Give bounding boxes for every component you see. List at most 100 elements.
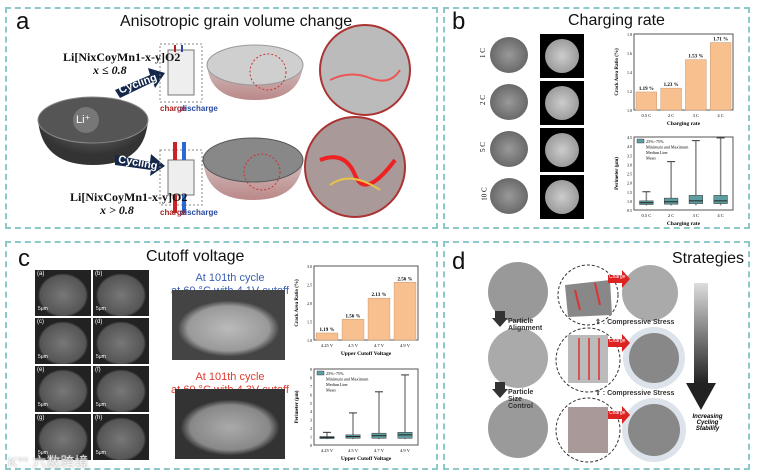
scale-bar-label: 5μm — [38, 450, 48, 456]
y-tick-label: 0 — [310, 443, 312, 448]
particle-hemisphere — [37, 96, 149, 165]
down-arrows — [492, 311, 508, 398]
charge-label-3: Charge — [609, 410, 626, 416]
scale-bar-label: 5μm — [96, 306, 106, 312]
legend-entry: Median Line — [326, 382, 348, 387]
compressive-stress-note-1: ⇧ : Compressive Stress — [595, 319, 675, 326]
zoom-inset-top — [319, 24, 411, 116]
sem-image-4-1v — [172, 290, 285, 360]
x-axis-label: Charging rate — [667, 121, 701, 127]
charge-label-1: Charge — [609, 274, 626, 280]
y-tick-label: 4.0 — [627, 144, 632, 149]
x-tick-label: 3 C — [693, 113, 699, 118]
box — [688, 195, 703, 204]
charge-label-2: Charge — [609, 338, 626, 344]
tomography-slice — [540, 175, 584, 219]
x-tick-label: 4.25 V — [321, 448, 334, 453]
formula-bottom: Li[NixCoyMn1-x-y]O2 — [70, 190, 188, 204]
y-tick-label: 1.5 — [627, 190, 632, 195]
x-tick-label: 4.5 V — [348, 343, 359, 348]
bar-value-label: 1.56 % — [346, 314, 361, 319]
bar-value-label: 1.19 % — [320, 328, 335, 333]
y-tick-label: 1.0 — [627, 108, 632, 113]
panel-a — [5, 7, 438, 229]
row-label: 10 C — [480, 187, 489, 201]
sem-image: (d) 5μm — [93, 318, 149, 364]
plot-frame — [633, 136, 734, 211]
y-tick-label: 3.5 — [627, 153, 632, 158]
y-tick-label: 3 — [310, 418, 312, 423]
y-tick-label: 8 — [310, 375, 312, 380]
sem-image: (h) 5μm — [93, 414, 149, 460]
row-label: 5 C — [478, 142, 487, 152]
y-tick-label: 6 — [310, 392, 312, 397]
cycling-arrow-bottom — [115, 154, 165, 176]
panel-a-illustration — [37, 24, 411, 218]
sem-tag: (c) — [37, 319, 44, 325]
bar — [367, 297, 391, 341]
crack-ratio-bar-chart-c: 1.0 1.5 2.0 2.5 3.0 Crack Area Ratio (%) Upper… — [295, 264, 419, 357]
panel-a-label: a — [16, 8, 30, 35]
x-tick-label: 4.7 V — [374, 448, 385, 453]
sem-image: (b) 5μm — [93, 270, 149, 316]
polycrystal-particle — [488, 262, 678, 326]
sem-tag: (a) — [37, 271, 45, 277]
y-axis-label: Crack Area Ratio (%) — [615, 48, 620, 96]
crack-ratio-bar-chart-b: 1.0 1.2 1.4 1.6 1.8 Crack Area Ratio (%) Charg… — [615, 32, 734, 127]
row-label: 1 C — [478, 48, 487, 58]
legend-swatch — [316, 370, 325, 376]
condition-bottom: x > 0.8 — [100, 203, 134, 217]
x-axis-label: Charging rate — [667, 221, 701, 227]
x-tick-label: 4.25 V — [321, 343, 334, 348]
sem-image-4-3v — [175, 389, 285, 459]
bar-value-label: 1.53 % — [688, 55, 703, 60]
x-tick-label: 2 C — [668, 213, 674, 218]
y-tick-label: 1.2 — [627, 89, 632, 94]
y-axis-label: Perimeter (μm) — [615, 157, 620, 190]
tomography-slice — [540, 34, 584, 78]
y-tick-label: 4.5 — [627, 135, 632, 140]
strategies-diagram — [488, 262, 716, 463]
x-tick-label: 0.5 C — [641, 113, 651, 118]
formula-top: Li[NixCoyMn1-x-y]O2 — [63, 50, 181, 64]
x-tick-label: 4.9 V — [400, 448, 411, 453]
x-tick-label: 4.5 V — [348, 448, 359, 453]
y-tick-label: 5 — [310, 401, 312, 406]
grain-prism-top — [159, 43, 203, 103]
legend-entry: Mean — [326, 388, 336, 393]
bar — [709, 42, 732, 111]
legend-swatch — [636, 138, 645, 144]
discharge-label-bottom: discharge — [180, 208, 218, 217]
cycling-arrow-top — [115, 68, 165, 98]
panel-d — [443, 241, 750, 470]
panel-b-title: Charging rate — [568, 12, 665, 29]
watermark: K°° 六数跨境 — [8, 454, 89, 470]
y-tick-label: 2 — [310, 426, 312, 431]
step-particle-alignment: Particle Alignment — [508, 318, 543, 332]
y-tick-label: 2.5 — [627, 172, 632, 177]
y-tick-label: 1.0 — [627, 199, 632, 204]
legend-entry: Minimum and Maximum — [326, 377, 369, 382]
sem-tag: (e) — [37, 367, 45, 373]
condition-top: x ≤ 0.8 — [93, 63, 127, 77]
x-axis-label: Upper Cutoff Voltage — [341, 456, 392, 462]
panel-c — [5, 241, 438, 470]
charge-label-bottom: charge — [160, 208, 187, 217]
bar — [685, 59, 707, 111]
scale-bar-label: 5μm — [38, 402, 48, 408]
panel-b-label: b — [452, 8, 466, 35]
bar-value-label: 1.23 % — [664, 83, 679, 88]
bar-value-label: 1.71 % — [713, 38, 728, 43]
legend-entry: 25%~75% — [326, 371, 344, 376]
legend-entry: Minimum and Maximum — [646, 145, 689, 150]
sem-tag: (b) — [95, 271, 103, 277]
bar-value-label: 2.13 % — [372, 293, 387, 298]
bar — [635, 91, 658, 111]
compressive-stress-note-2: ⇧ : Compressive Stress — [595, 390, 675, 397]
ion-label: Li⁺ — [76, 114, 91, 126]
sem-image: (g) 5μm — [35, 414, 91, 460]
y-tick-label: 2.0 — [627, 181, 632, 186]
x-tick-label: 4 C — [717, 213, 723, 218]
y-tick-label: 2.0 — [307, 301, 312, 306]
